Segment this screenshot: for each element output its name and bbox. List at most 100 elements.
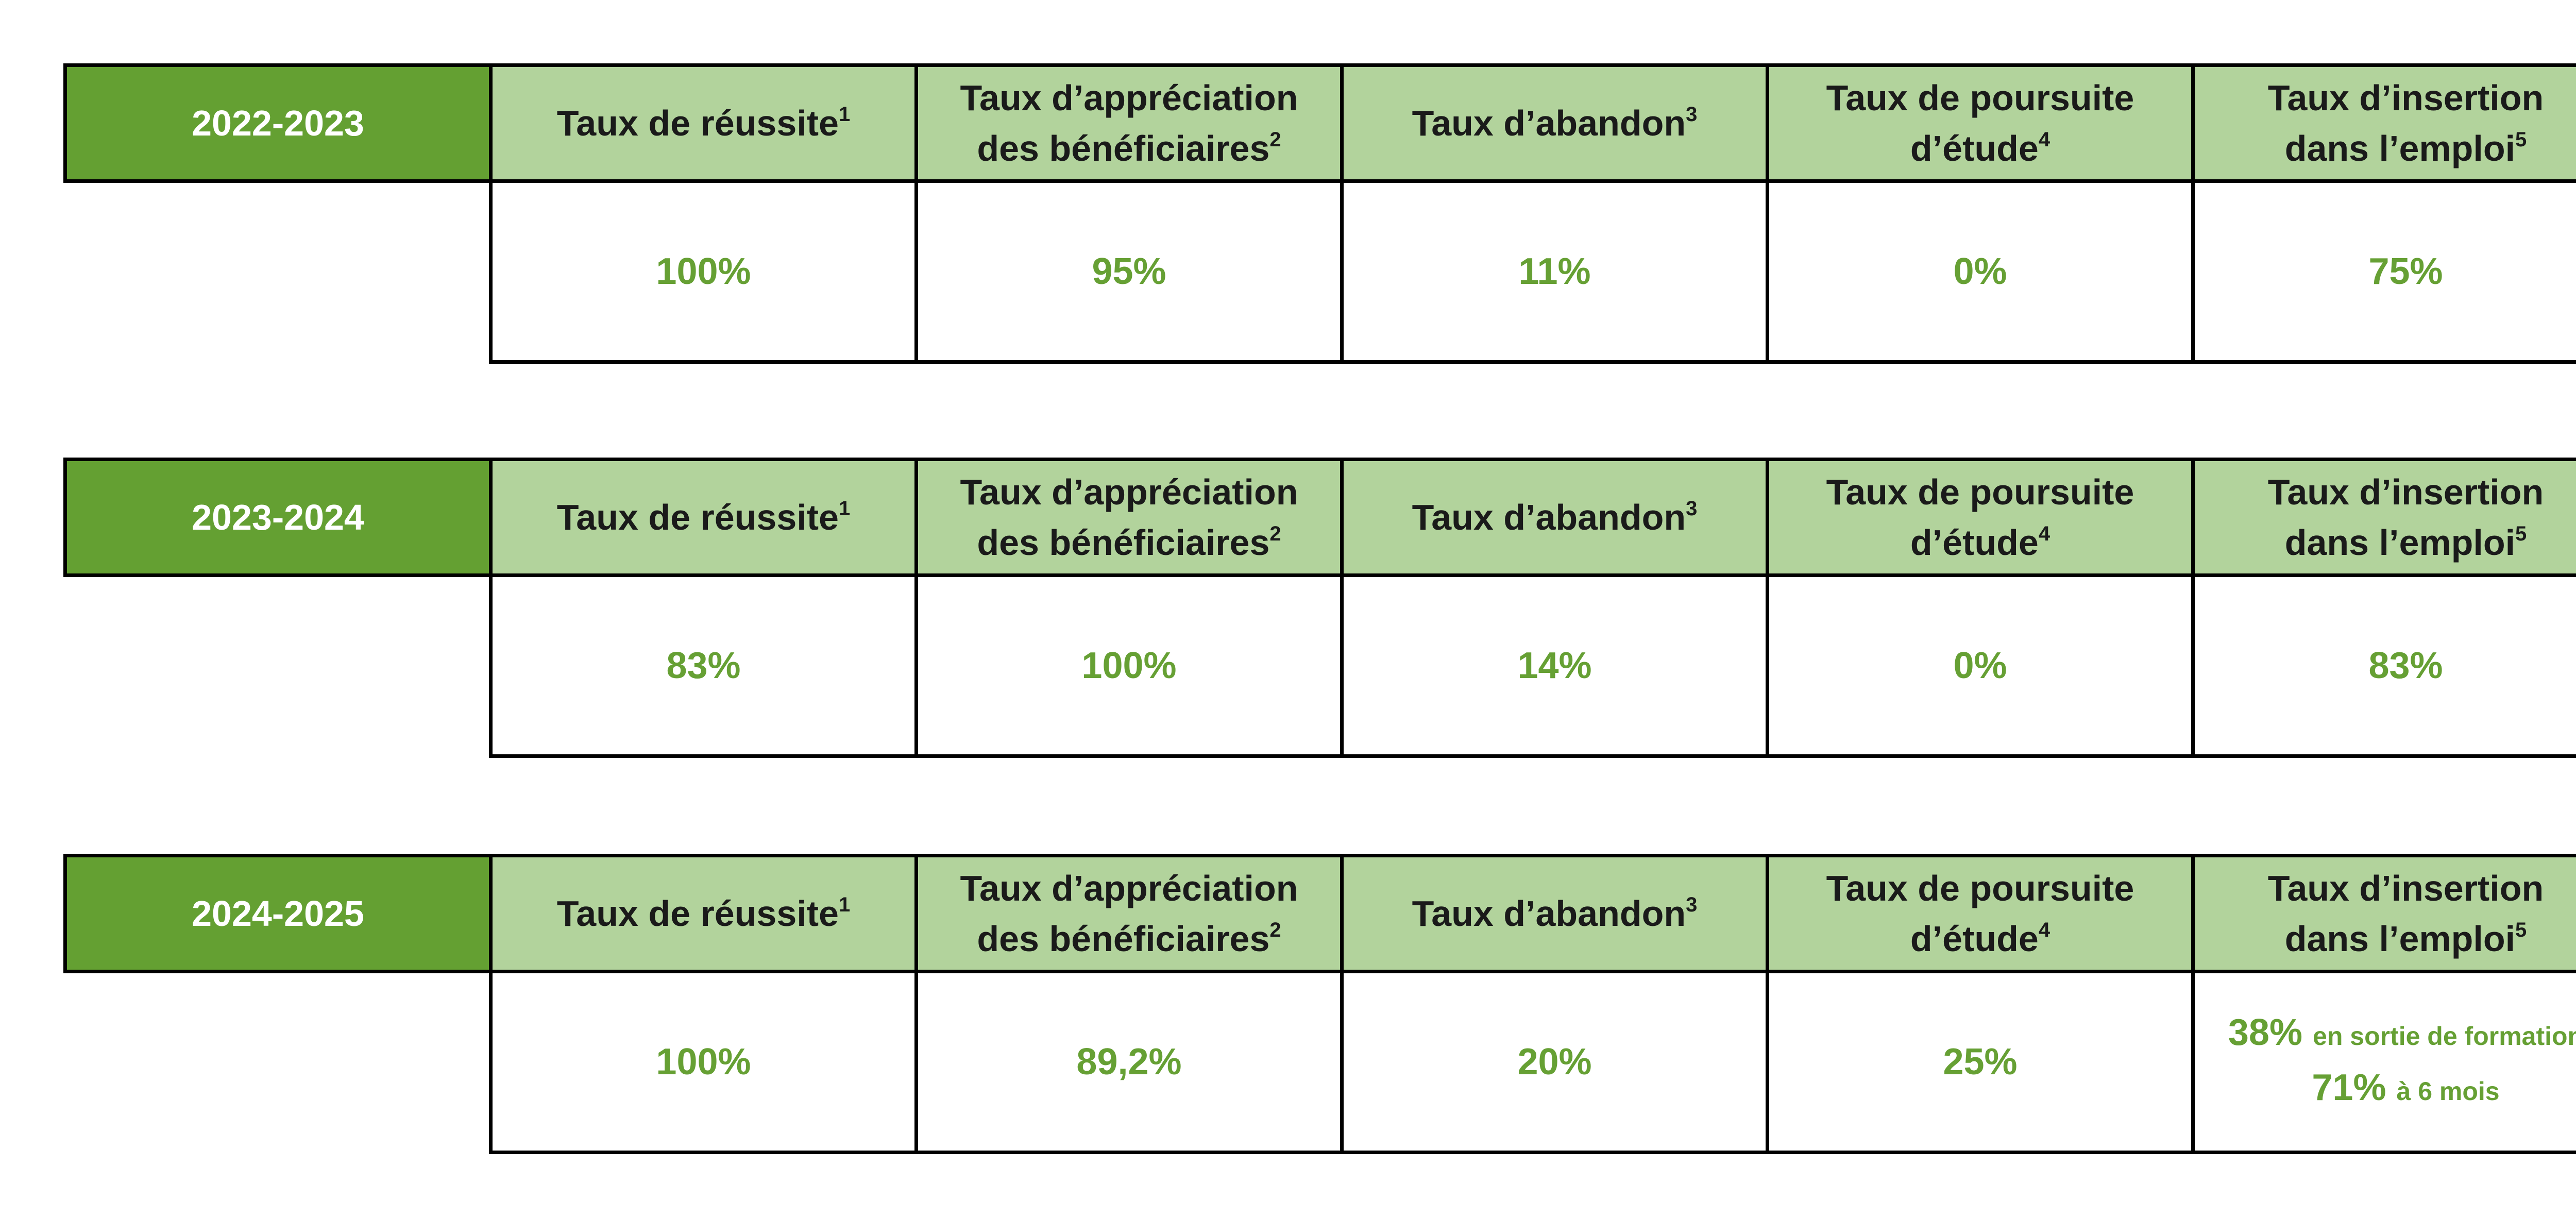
footnote-ref: 1 xyxy=(839,893,851,916)
header-cell: Taux de poursuite d’étude4 xyxy=(1766,458,2195,577)
header-text: d’étude xyxy=(1910,919,2039,959)
value-detail: à 6 mois xyxy=(2396,1077,2500,1106)
header-text: dans l’emploi xyxy=(2284,919,2516,959)
value-line: 83% xyxy=(666,640,740,691)
header-cell: Taux de poursuite d’étude4 xyxy=(1766,63,2195,183)
value: 100% xyxy=(656,251,751,292)
year-cell: 2023-2024 xyxy=(63,458,493,577)
value-cell: 100% xyxy=(489,179,918,364)
header-text: Taux d’abandon xyxy=(1412,893,1686,934)
header-line: Taux de poursuite xyxy=(1826,467,2134,517)
value: 100% xyxy=(1081,645,1177,686)
header-cell: Taux d’appréciation des bénéficiaires2 xyxy=(914,458,1344,577)
header-line: Taux de réussite1 xyxy=(557,888,851,939)
value: 89,2% xyxy=(1076,1041,1182,1083)
value: 95% xyxy=(1092,251,1166,292)
year-label: 2024-2025 xyxy=(192,893,364,934)
value-line: 89,2% xyxy=(1076,1036,1181,1088)
value-cell: 0% xyxy=(1766,179,2195,364)
header-text: Taux de réussite xyxy=(556,893,839,934)
header-text: Taux d’insertion xyxy=(2267,868,2544,908)
footnote-ref: 5 xyxy=(2515,522,2527,545)
value: 0% xyxy=(1953,645,2007,686)
header-cell: Taux de poursuite d’étude4 xyxy=(1766,854,2195,973)
footnote-ref: 5 xyxy=(2515,919,2527,941)
header-line: d’étude4 xyxy=(1910,517,2050,568)
year-label: 2022-2023 xyxy=(192,103,364,143)
value-line: 95% xyxy=(1092,246,1166,297)
header-text: Taux de réussite xyxy=(556,497,839,537)
value: 14% xyxy=(1517,645,1592,686)
header-line: Taux d’appréciation xyxy=(960,863,1298,914)
header-line: Taux de réussite1 xyxy=(557,98,851,148)
header-line: Taux de poursuite xyxy=(1826,863,2134,914)
value-cell: 100% xyxy=(914,573,1344,758)
footnote-ref: 2 xyxy=(1269,522,1281,545)
value-line: 71% à 6 mois xyxy=(2312,1062,2499,1117)
value: 11% xyxy=(1518,251,1591,292)
header-cell: Taux de réussite1 xyxy=(489,63,918,183)
header-text: dans l’emploi xyxy=(2284,128,2516,168)
value-detail: en sortie de formation xyxy=(2313,1022,2576,1051)
header-cell: Taux d’insertion dans l’emploi5 xyxy=(2191,854,2576,973)
value-line: 100% xyxy=(656,1036,751,1088)
header-line: d’étude4 xyxy=(1910,123,2050,174)
value: 75% xyxy=(2368,251,2443,292)
value-line: 100% xyxy=(656,246,751,297)
header-line: Taux d’insertion xyxy=(2268,467,2544,517)
header-cell: Taux d’appréciation des bénéficiaires2 xyxy=(914,63,1344,183)
header-text: d’étude xyxy=(1910,128,2039,168)
value-cell: 11% xyxy=(1340,179,1769,364)
header-text: Taux de poursuite xyxy=(1826,472,2134,512)
header-text: dans l’emploi xyxy=(2284,522,2516,563)
value-cell: 83% xyxy=(489,573,918,758)
footnote-ref: 2 xyxy=(1269,128,1281,151)
year-cell: 2022-2023 xyxy=(63,63,493,183)
header-cell: Taux d’appréciation des bénéficiaires2 xyxy=(914,854,1344,973)
header-text: Taux d’abandon xyxy=(1412,103,1686,143)
header-text: Taux de réussite xyxy=(556,103,839,143)
value-line: 25% xyxy=(1943,1036,2017,1088)
header-text: Taux d’appréciation xyxy=(960,868,1298,908)
header-cell: Taux de réussite1 xyxy=(489,854,918,973)
header-text: Taux d’abandon xyxy=(1412,497,1686,537)
value: 20% xyxy=(1517,1041,1592,1083)
footnote-ref: 1 xyxy=(839,103,851,126)
header-text: des bénéficiaires xyxy=(977,128,1270,168)
footnote-ref: 3 xyxy=(1686,497,1698,520)
header-text: Taux d’appréciation xyxy=(960,472,1298,512)
footnote-ref: 4 xyxy=(2038,128,2050,151)
value-cell: 83% xyxy=(2191,573,2576,758)
header-cell: Taux d’insertion dans l’emploi5 xyxy=(2191,458,2576,577)
header-cell: Taux d’insertion dans l’emploi5 xyxy=(2191,63,2576,183)
footnote-ref: 4 xyxy=(2038,522,2050,545)
value: 71% xyxy=(2312,1067,2386,1108)
header-line: dans l’emploi5 xyxy=(2285,914,2527,964)
header-line: d’étude4 xyxy=(1910,914,2050,964)
header-line: Taux d’abandon3 xyxy=(1412,888,1698,939)
header-text: des bénéficiaires xyxy=(977,522,1270,563)
header-line: Taux d’appréciation xyxy=(960,467,1298,517)
header-text: Taux d’insertion xyxy=(2267,472,2544,512)
footnote-ref: 2 xyxy=(1269,919,1281,941)
value-cell: 20% xyxy=(1340,970,1769,1154)
value-cell: 38% en sortie de formation 71% à 6 mois xyxy=(2191,970,2576,1154)
header-cell: Taux d’abandon3 xyxy=(1340,854,1769,973)
value-cell: 95% xyxy=(914,179,1344,364)
header-line: Taux de poursuite xyxy=(1826,73,2134,123)
footnote-ref: 4 xyxy=(2038,919,2050,941)
header-text: Taux d’appréciation xyxy=(960,78,1298,118)
value-line: 14% xyxy=(1517,640,1591,691)
value-line: 20% xyxy=(1517,1036,1591,1088)
header-text: Taux d’insertion xyxy=(2267,78,2544,118)
value-line: 100% xyxy=(1081,640,1176,691)
value: 83% xyxy=(666,645,741,686)
header-cell: Taux d’abandon3 xyxy=(1340,458,1769,577)
header-line: Taux d’abandon3 xyxy=(1412,98,1698,148)
header-text: des bénéficiaires xyxy=(977,919,1270,959)
footnote-ref: 3 xyxy=(1686,893,1698,916)
value: 0% xyxy=(1953,251,2007,292)
footnote-ref: 5 xyxy=(2515,128,2527,151)
header-line: des bénéficiaires2 xyxy=(977,914,1281,964)
